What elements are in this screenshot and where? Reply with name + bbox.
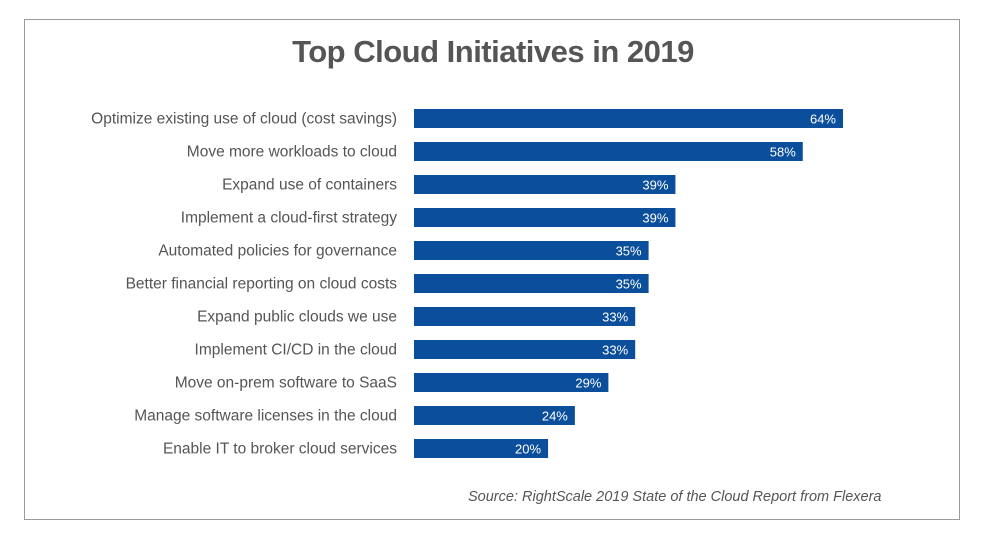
chart-frame (24, 19, 960, 520)
bar (414, 307, 636, 326)
chart-title: Top Cloud Initiatives in 2019 (292, 34, 694, 69)
category-label: Implement CI/CD in the cloud (195, 342, 397, 359)
value-label: 64% (810, 112, 836, 127)
category-label: Implement a cloud-first strategy (181, 210, 397, 227)
bar-row: Expand public clouds we use 33% (197, 307, 636, 326)
bar (414, 274, 649, 293)
bar (414, 340, 636, 359)
bar-row: Implement CI/CD in the cloud 33% (195, 340, 636, 359)
bar (414, 373, 609, 392)
category-label: Enable IT to broker cloud services (163, 441, 397, 458)
source-note: Source: RightScale 2019 State of the Clo… (468, 489, 882, 505)
bar-row: Move on-prem software to SaaS 29% (175, 373, 609, 392)
bar-row: Automated policies for governance 35% (158, 241, 649, 260)
bar-row: Better financial reporting on cloud cost… (126, 274, 649, 293)
value-label: 24% (542, 409, 568, 424)
category-label: Move more workloads to cloud (187, 144, 397, 161)
bar (414, 175, 676, 194)
value-label: 39% (642, 178, 668, 193)
category-label: Expand use of containers (222, 177, 397, 194)
value-label: 33% (602, 310, 628, 325)
bar (414, 208, 676, 227)
value-label: 35% (616, 244, 642, 259)
bar (414, 241, 649, 260)
value-label: 29% (575, 376, 601, 391)
value-label: 33% (602, 343, 628, 358)
bar (414, 406, 575, 425)
category-label: Expand public clouds we use (197, 309, 397, 326)
bar (414, 142, 803, 161)
value-label: 58% (770, 145, 796, 160)
category-label: Manage software licenses in the cloud (134, 408, 397, 425)
bar-row: Expand use of containers 39% (222, 175, 676, 194)
category-label: Better financial reporting on cloud cost… (126, 276, 398, 293)
bar-row: Manage software licenses in the cloud 24% (134, 406, 575, 425)
value-label: 20% (515, 442, 541, 457)
value-label: 35% (616, 277, 642, 292)
category-label: Automated policies for governance (158, 243, 397, 260)
bar-row: Enable IT to broker cloud services 20% (163, 439, 549, 458)
bar (414, 109, 843, 128)
bar (414, 439, 549, 458)
value-label: 39% (642, 211, 668, 226)
category-label: Optimize existing use of cloud (cost sav… (91, 111, 397, 128)
bar-row: Optimize existing use of cloud (cost sav… (91, 109, 843, 128)
category-label: Move on-prem software to SaaS (175, 375, 397, 392)
bar-row: Implement a cloud-first strategy 39% (181, 208, 676, 227)
bar-row: Move more workloads to cloud 58% (187, 142, 803, 161)
